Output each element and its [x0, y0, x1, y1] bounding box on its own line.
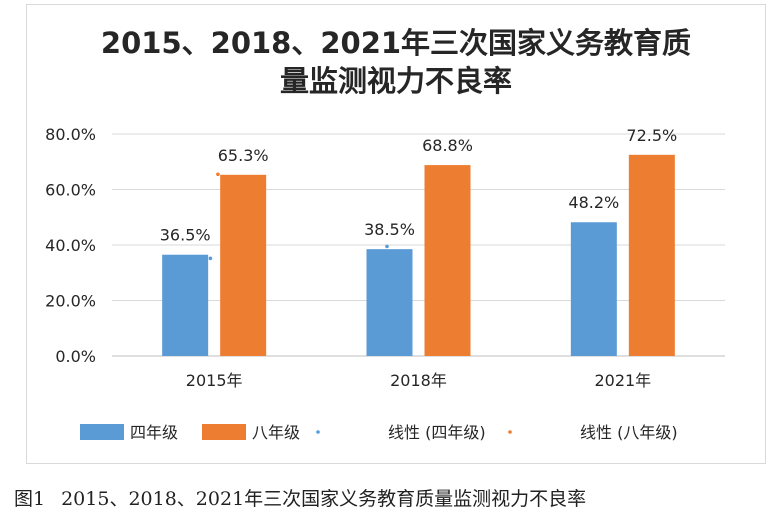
data-label: 48.2%: [568, 193, 619, 212]
data-label: 65.3%: [218, 146, 269, 165]
y-tick-label: 20.0%: [45, 292, 96, 311]
trend-marker-grade4: [208, 256, 213, 261]
trend-marker-grade8: [216, 172, 220, 177]
figure-caption: 图1 2015、2018、2021年三次国家义务教育质量监测视力不良率: [14, 484, 764, 511]
bar-grade4: [570, 222, 617, 356]
y-tick-label: 60.0%: [45, 181, 96, 200]
chart-title: 2015、2018、2021年三次国家义务教育质 量监测视力不良率: [26, 24, 766, 100]
legend-grade4-swatch: [80, 424, 124, 440]
legend-trend-grade8-label: 线性 (八年级): [580, 423, 678, 442]
bar-chart: 0.0% 20.0% 40.0% 60.0% 80.0% 36.5% 65.3% 2015年 3…: [45, 125, 725, 442]
data-label: 36.5%: [160, 226, 211, 245]
legend-grade8-label: 八年级: [252, 423, 300, 442]
bar-grade4: [162, 254, 209, 356]
legend-trend-grade8-swatch: [508, 430, 512, 434]
data-label: 38.5%: [364, 220, 415, 239]
legend-grade8-swatch: [202, 424, 246, 440]
bar-grade4: [366, 249, 413, 356]
legend-trend-grade4-label: 线性 (四年级): [388, 423, 486, 442]
y-tick-label: 80.0%: [45, 125, 96, 144]
data-label: 72.5%: [626, 126, 677, 145]
chart-title-line-1: 2015、2018、2021年三次国家义务教育质: [100, 26, 692, 60]
y-tick-label: 0.0%: [55, 347, 96, 366]
bar-grade8: [424, 165, 471, 356]
bar-grade8: [628, 154, 675, 356]
trend-marker-grade8: [652, 158, 657, 163]
x-tick-label: 2021年: [594, 371, 651, 390]
y-tick-label: 40.0%: [45, 236, 96, 255]
legend-grade4-label: 四年级: [130, 423, 178, 442]
x-tick-label: 2018年: [390, 371, 447, 390]
trend-marker-grade4: [385, 244, 389, 249]
chart-title-line-2: 量监测视力不良率: [279, 64, 512, 98]
data-label: 68.8%: [422, 136, 473, 155]
figure-caption-text: 2015、2018、2021年三次国家义务教育质量监测视力不良率: [61, 488, 587, 510]
trend-marker-grade4: [589, 233, 594, 238]
x-tick-label: 2015年: [186, 371, 243, 390]
bar-grade8: [220, 174, 267, 356]
trend-marker-grade8: [448, 165, 452, 170]
legend-trend-grade4-swatch: [316, 430, 320, 434]
figure-label: 图1: [14, 488, 46, 510]
